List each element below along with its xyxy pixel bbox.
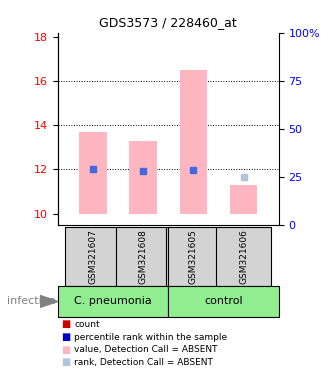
Bar [65, 227, 120, 286]
Bar [58, 286, 168, 317]
Text: rank, Detection Call = ABSENT: rank, Detection Call = ABSENT [74, 358, 213, 367]
Text: GSM321608: GSM321608 [139, 229, 148, 284]
Text: ■: ■ [61, 319, 71, 329]
Bar [115, 227, 171, 286]
Bar [129, 141, 157, 214]
Text: ■: ■ [61, 345, 71, 355]
Text: value, Detection Call = ABSENT: value, Detection Call = ABSENT [74, 345, 218, 354]
Bar [166, 227, 221, 286]
Text: ■: ■ [61, 332, 71, 342]
Text: GSM321607: GSM321607 [88, 229, 97, 284]
Bar [180, 70, 207, 214]
Bar [216, 227, 271, 286]
Text: count: count [74, 320, 100, 329]
Bar [79, 132, 107, 214]
Text: percentile rank within the sample: percentile rank within the sample [74, 333, 227, 342]
Text: GSM321606: GSM321606 [239, 229, 248, 284]
Text: GSM321605: GSM321605 [189, 229, 198, 284]
Text: control: control [204, 296, 243, 306]
Text: C. pneumonia: C. pneumonia [74, 296, 152, 306]
Bar [168, 286, 279, 317]
Bar [230, 185, 257, 214]
Text: infection: infection [7, 296, 55, 306]
Title: GDS3573 / 228460_at: GDS3573 / 228460_at [99, 16, 237, 29]
Text: ■: ■ [61, 358, 71, 367]
Polygon shape [40, 295, 58, 308]
